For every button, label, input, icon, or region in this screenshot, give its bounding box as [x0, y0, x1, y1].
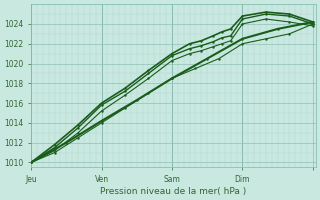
X-axis label: Pression niveau de la mer( hPa ): Pression niveau de la mer( hPa ): [100, 187, 247, 196]
